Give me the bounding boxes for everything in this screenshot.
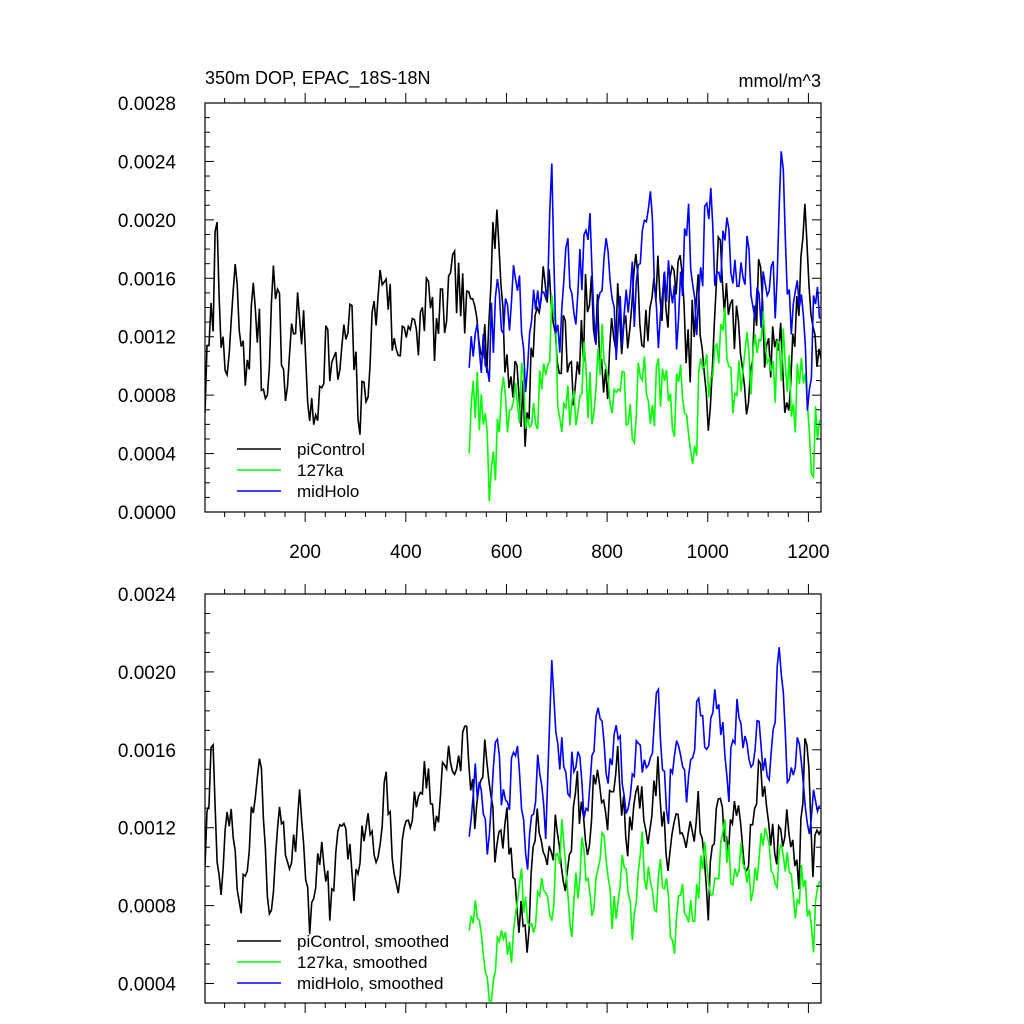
series-line-picontrol-smoothed (205, 725, 821, 953)
x-tick-label: 400 (390, 542, 422, 563)
y-tick-label: 0.0000 (118, 503, 176, 524)
legend-label: midHolo, smoothed (297, 974, 443, 993)
x-tick-label: 600 (491, 542, 523, 563)
series-line-midholo (468, 151, 821, 411)
series-line-127ka-smoothed (468, 819, 821, 1002)
y-tick-label: 0.0004 (118, 445, 177, 466)
x-tick-label: 1200 (787, 542, 829, 563)
y-tick-label: 0.0016 (118, 741, 176, 762)
y-tick-label: 0.0020 (118, 211, 176, 232)
y-tick-label: 0.0008 (118, 897, 176, 918)
y-tick-label: 0.0012 (118, 819, 176, 840)
chart-panel-1: 0.0000 0.0004 0.0008 0.0012 0.0016 0.0020 0.00… (118, 68, 830, 563)
series-line-127ka (468, 294, 821, 502)
y-tick-label: 0.0028 (118, 94, 176, 115)
y-tick-label: 0.0024 (118, 585, 177, 606)
legend: piControl, smoothed 127ka, smoothed midHol… (237, 932, 449, 993)
legend-label: 127ka (297, 461, 344, 480)
units-label: mmol/m^3 (739, 71, 821, 91)
y-tick-label: 0.0012 (118, 328, 176, 349)
x-tick-label: 800 (591, 542, 623, 563)
y-tick-label: 0.0016 (118, 269, 176, 290)
y-tick-label: 0.0020 (118, 663, 176, 684)
y-tick-label: 0.0004 (118, 975, 177, 996)
series-line-picontrol (205, 203, 821, 447)
series-line-midholo-smoothed (468, 647, 821, 870)
plot-frame (204, 593, 822, 1004)
legend-label: midHolo (297, 482, 359, 501)
legend-label: 127ka, smoothed (297, 953, 427, 972)
x-tick-label: 200 (289, 542, 321, 563)
legend: piControl 127ka midHolo (237, 440, 365, 501)
legend-label: piControl (297, 440, 365, 459)
legend-label: piControl, smoothed (297, 932, 449, 951)
chart-title: 350m DOP, EPAC_18S-18N (205, 68, 430, 89)
y-tick-label: 0.0008 (118, 386, 176, 407)
chart-panel-2: 0.0004 0.0008 0.0012 0.0016 0.0020 0.0024 piCo… (118, 584, 822, 1013)
y-tick-label: 0.0024 (118, 152, 177, 173)
x-tick-label: 1000 (687, 542, 729, 563)
